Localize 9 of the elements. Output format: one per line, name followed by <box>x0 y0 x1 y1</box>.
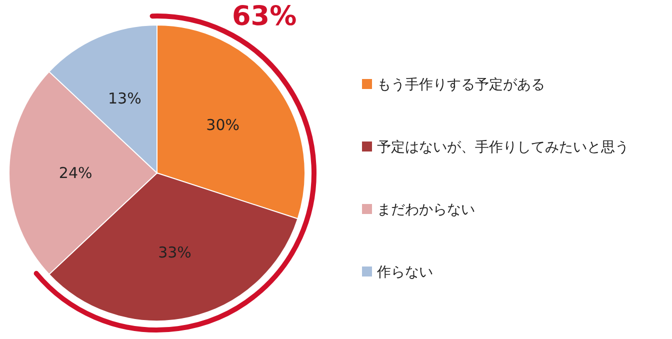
data-label: 30% <box>206 116 240 134</box>
legend-label: 予定はないが、手作りしてみたいと思う <box>377 140 629 156</box>
legend-label: もう手作りする予定がある <box>377 77 545 93</box>
legend-label: 作らない <box>376 264 433 280</box>
data-label: 33% <box>158 243 192 262</box>
legend-label: まだわからない <box>377 202 475 218</box>
data-label: 13% <box>108 89 142 108</box>
text: 63% <box>232 1 297 32</box>
data-label: 24% <box>58 164 92 182</box>
